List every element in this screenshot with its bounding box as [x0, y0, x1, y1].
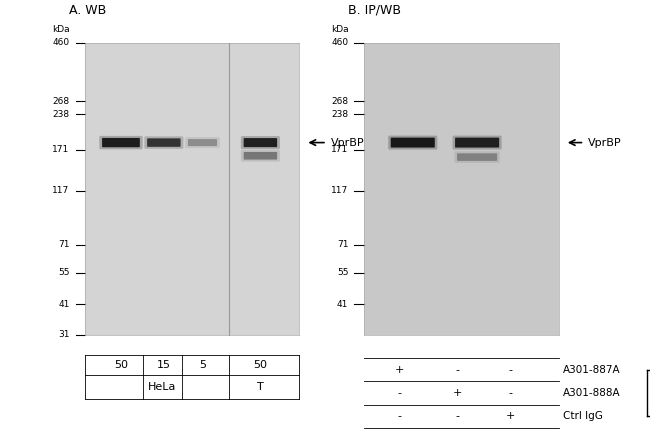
Text: -: -: [456, 365, 460, 375]
Text: HeLa: HeLa: [148, 382, 176, 392]
FancyBboxPatch shape: [102, 138, 140, 147]
Text: kDa: kDa: [52, 25, 70, 34]
FancyBboxPatch shape: [188, 139, 217, 146]
Text: -: -: [397, 411, 401, 421]
Text: Ctrl IgG: Ctrl IgG: [563, 411, 603, 421]
Text: kDa: kDa: [331, 25, 348, 34]
Text: A301-887A: A301-887A: [563, 365, 621, 375]
Text: 50: 50: [254, 360, 267, 370]
Text: VprBP: VprBP: [331, 138, 365, 148]
FancyBboxPatch shape: [241, 136, 280, 149]
Text: 268: 268: [332, 97, 348, 106]
FancyBboxPatch shape: [185, 137, 220, 148]
Text: 55: 55: [337, 268, 348, 277]
Text: B. IP/WB: B. IP/WB: [348, 3, 402, 17]
Text: 117: 117: [331, 187, 348, 196]
Text: 55: 55: [58, 268, 70, 277]
Text: -: -: [456, 411, 460, 421]
FancyBboxPatch shape: [388, 136, 437, 150]
Text: A301-888A: A301-888A: [563, 388, 621, 398]
Text: +: +: [506, 411, 515, 421]
Text: 41: 41: [337, 300, 348, 309]
Text: 117: 117: [52, 187, 70, 196]
FancyBboxPatch shape: [144, 136, 183, 149]
FancyBboxPatch shape: [454, 151, 500, 163]
Text: T: T: [257, 382, 264, 392]
Text: -: -: [508, 365, 512, 375]
Text: 268: 268: [53, 97, 70, 106]
Text: A. WB: A. WB: [70, 3, 107, 17]
Text: -: -: [397, 388, 401, 398]
FancyBboxPatch shape: [244, 152, 277, 160]
Text: 460: 460: [332, 39, 348, 47]
FancyBboxPatch shape: [147, 139, 181, 147]
FancyBboxPatch shape: [452, 136, 502, 150]
FancyBboxPatch shape: [457, 153, 497, 161]
FancyBboxPatch shape: [455, 138, 499, 148]
Text: VprBP: VprBP: [588, 138, 622, 148]
Text: 171: 171: [331, 145, 348, 154]
Text: 71: 71: [337, 241, 348, 250]
FancyBboxPatch shape: [244, 138, 277, 147]
Text: 41: 41: [58, 300, 70, 309]
Text: 238: 238: [53, 110, 70, 119]
Text: 50: 50: [114, 360, 128, 370]
Text: 71: 71: [58, 241, 70, 250]
Text: 460: 460: [53, 39, 70, 47]
FancyBboxPatch shape: [241, 150, 280, 162]
Text: 15: 15: [157, 360, 171, 370]
FancyBboxPatch shape: [99, 136, 142, 149]
Text: 171: 171: [52, 145, 70, 154]
Text: +: +: [395, 365, 404, 375]
Text: -: -: [508, 388, 512, 398]
Text: 238: 238: [332, 110, 348, 119]
FancyBboxPatch shape: [391, 138, 435, 148]
Text: 5: 5: [199, 360, 206, 370]
Text: 31: 31: [58, 330, 70, 339]
Text: +: +: [453, 388, 462, 398]
